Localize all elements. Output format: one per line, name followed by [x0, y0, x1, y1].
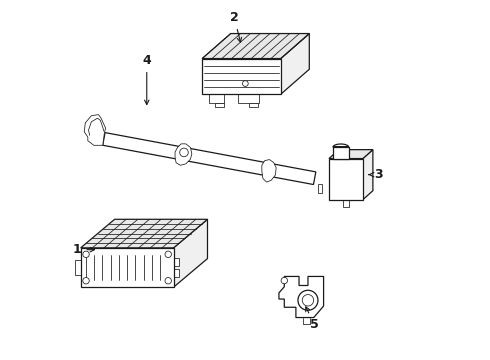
Polygon shape: [215, 103, 223, 107]
Polygon shape: [262, 159, 276, 182]
Circle shape: [302, 294, 314, 306]
Polygon shape: [81, 248, 173, 287]
Circle shape: [83, 278, 89, 284]
Polygon shape: [173, 270, 179, 277]
Circle shape: [165, 278, 172, 284]
Polygon shape: [175, 144, 192, 165]
Polygon shape: [173, 258, 179, 266]
Circle shape: [180, 148, 188, 157]
Polygon shape: [209, 94, 223, 103]
Polygon shape: [173, 219, 207, 287]
Circle shape: [281, 277, 288, 284]
Polygon shape: [329, 158, 363, 200]
Polygon shape: [202, 59, 281, 94]
Text: 3: 3: [369, 168, 383, 181]
Polygon shape: [281, 33, 309, 94]
Polygon shape: [333, 144, 349, 147]
Polygon shape: [103, 132, 316, 185]
Polygon shape: [238, 94, 259, 103]
Polygon shape: [75, 260, 81, 275]
Circle shape: [298, 290, 318, 310]
Text: 1: 1: [73, 243, 95, 256]
Polygon shape: [202, 33, 309, 59]
Polygon shape: [81, 219, 207, 248]
Polygon shape: [248, 103, 258, 107]
Polygon shape: [333, 147, 349, 158]
Circle shape: [165, 251, 172, 257]
Text: 4: 4: [143, 54, 151, 104]
Circle shape: [243, 81, 248, 86]
Polygon shape: [329, 150, 373, 158]
Text: 2: 2: [230, 11, 242, 42]
Polygon shape: [363, 150, 373, 200]
Polygon shape: [84, 114, 106, 145]
Polygon shape: [318, 184, 322, 193]
Polygon shape: [279, 276, 323, 318]
Text: 5: 5: [306, 307, 319, 331]
Circle shape: [83, 251, 89, 257]
